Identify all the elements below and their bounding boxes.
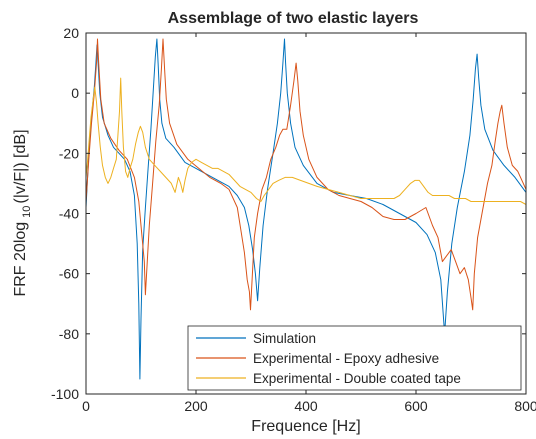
series-layer	[85, 38, 527, 380]
legend-label-2: Experimental - Epoxy adhesive	[253, 351, 439, 366]
y-axis-label-tail: (|v/F|) [dB]	[12, 129, 29, 203]
y-tick-label: -60	[59, 266, 79, 282]
x-tick-label: 600	[404, 398, 428, 414]
series-line-1	[85, 38, 527, 380]
y-tick-label: 0	[71, 85, 79, 101]
x-axis-label: Frequence [Hz]	[251, 418, 360, 435]
chart-title: Assemblage of two elastic layers	[168, 10, 419, 27]
legend-label-3: Experimental - Double coated tape	[253, 371, 461, 386]
y-axis-label-main: FRF 20log	[12, 222, 29, 297]
x-tick-label: 0	[82, 398, 90, 414]
y-axis-label-subscript: 10	[21, 206, 33, 218]
y-tick-label: -80	[59, 326, 79, 342]
y-tick-label: -20	[59, 145, 79, 161]
y-tick-label: -40	[59, 206, 79, 222]
legend: Simulation Experimental - Epoxy adhesive E…	[187, 325, 522, 391]
y-axis-label: FRF 20log 10 (|v/F|) [dB]	[12, 129, 33, 296]
series-line-2	[85, 38, 527, 311]
y-tick-label: -100	[51, 386, 79, 402]
y-tick-label: 20	[63, 25, 79, 41]
series-line-3	[85, 77, 527, 205]
legend-label-1: Simulation	[253, 331, 316, 346]
tick-layer: 0 200 400 600 800 -100 -80 -60 -40 -20 0 20	[51, 25, 536, 414]
x-tick-label: 400	[294, 398, 318, 414]
x-tick-label: 200	[184, 398, 208, 414]
x-tick-label: 800	[514, 398, 536, 414]
